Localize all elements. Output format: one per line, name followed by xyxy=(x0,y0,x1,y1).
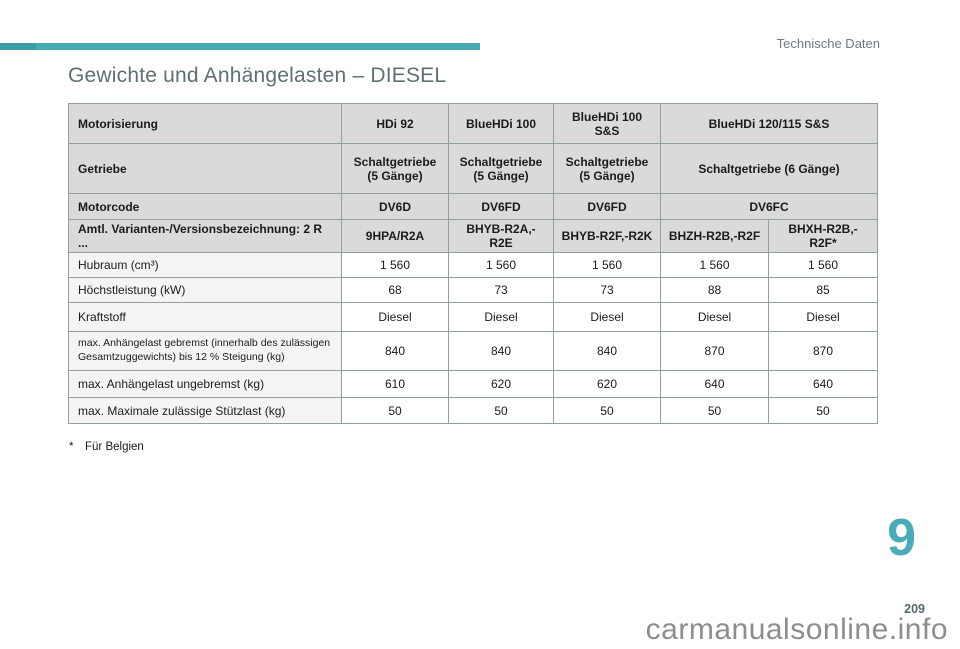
value-cell: 620 xyxy=(553,370,661,398)
value-cell: Diesel xyxy=(553,302,661,332)
value-cell: BHZH-R2B,-R2F xyxy=(660,219,769,253)
value-cell: Schaltgetriebe (5 Gänge) xyxy=(341,143,449,194)
table-row: Getriebe Schaltgetriebe (5 Gänge) Schalt… xyxy=(68,143,879,194)
value-cell: 73 xyxy=(553,277,661,303)
table-row: Amtl. Varianten-/Versionsbezeichnung: 2 … xyxy=(68,219,879,253)
value-cell: Schaltgetriebe (5 Gänge) xyxy=(553,143,661,194)
value-cell: BlueHDi 120/115 S&S xyxy=(659,103,879,144)
value-cell: 1 560 xyxy=(767,252,879,278)
value-cell: 640 xyxy=(660,370,769,398)
value-cell: Schaltgetriebe (6 Gänge) xyxy=(659,143,879,194)
value-cell: 50 xyxy=(767,397,879,424)
value-cell: Diesel xyxy=(660,302,769,332)
value-cell: 870 xyxy=(660,331,769,371)
accent-bar xyxy=(0,43,480,50)
row-label: Motorcode xyxy=(68,193,342,220)
footnote: * Für Belgien xyxy=(69,441,144,453)
row-label: Kraftstoff xyxy=(68,302,342,332)
accent-bar-cap xyxy=(0,43,36,50)
page-title: Gewichte und Anhängelasten – DIESEL xyxy=(68,64,447,87)
value-cell: 88 xyxy=(660,277,769,303)
value-cell: 840 xyxy=(341,331,449,371)
table-row: Motorcode DV6D DV6FD DV6FD DV6FC xyxy=(68,193,879,220)
footnote-text: Für Belgien xyxy=(85,441,144,453)
value-cell: 9HPA/R2A xyxy=(341,219,449,253)
spec-table: Motorisierung HDi 92 BlueHDi 100 BlueHDi… xyxy=(68,103,879,424)
value-cell: HDi 92 xyxy=(341,103,449,144)
footnote-marker: * xyxy=(69,441,74,453)
value-cell: 840 xyxy=(553,331,661,371)
value-cell: Diesel xyxy=(448,302,554,332)
value-cell: BHYB-R2A,-R2E xyxy=(448,219,554,253)
value-cell: 50 xyxy=(341,397,449,424)
table-row: max. Anhängelast gebremst (innerhalb des… xyxy=(68,331,879,371)
value-cell: 1 560 xyxy=(553,252,661,278)
value-cell: BHYB-R2F,-R2K xyxy=(553,219,661,253)
value-cell: Schaltgetriebe (5 Gänge) xyxy=(448,143,554,194)
row-label: max. Maximale zulässige Stützlast (kg) xyxy=(68,397,342,424)
value-cell: 50 xyxy=(448,397,554,424)
value-cell: BlueHDi 100 xyxy=(448,103,554,144)
value-cell: 1 560 xyxy=(341,252,449,278)
page-number: 209 xyxy=(904,602,925,616)
value-cell: DV6FD xyxy=(448,193,554,220)
row-label: Getriebe xyxy=(68,143,342,194)
value-cell: 620 xyxy=(448,370,554,398)
value-cell: Diesel xyxy=(767,302,879,332)
value-cell: 610 xyxy=(341,370,449,398)
value-cell: 68 xyxy=(341,277,449,303)
value-cell: BHXH-R2B,-R2F* xyxy=(767,219,879,253)
value-cell: DV6FD xyxy=(553,193,661,220)
value-cell: DV6D xyxy=(341,193,449,220)
section-label: Technische Daten xyxy=(776,36,880,51)
row-label: Höchstleistung (kW) xyxy=(68,277,342,303)
value-cell: 1 560 xyxy=(448,252,554,278)
value-cell: DV6FC xyxy=(659,193,879,220)
table-row: Kraftstoff Diesel Diesel Diesel Diesel D… xyxy=(68,302,879,332)
value-cell: 840 xyxy=(448,331,554,371)
value-cell: 85 xyxy=(767,277,879,303)
value-cell: 870 xyxy=(767,331,879,371)
row-label: Motorisierung xyxy=(68,103,342,144)
row-label: max. Anhängelast ungebremst (kg) xyxy=(68,370,342,398)
row-label: max. Anhängelast gebremst (innerhalb des… xyxy=(68,331,342,371)
value-cell: Diesel xyxy=(341,302,449,332)
value-cell: 50 xyxy=(660,397,769,424)
table-row: Höchstleistung (kW) 68 73 73 88 85 xyxy=(68,277,879,303)
table-row: Motorisierung HDi 92 BlueHDi 100 BlueHDi… xyxy=(68,103,879,144)
row-label: Hubraum (cm³) xyxy=(68,252,342,278)
chapter-number: 9 xyxy=(887,509,916,567)
watermark: carmanualsonline.info xyxy=(645,613,948,646)
value-cell: 1 560 xyxy=(660,252,769,278)
row-label: Amtl. Varianten-/Versionsbezeichnung: 2 … xyxy=(68,219,342,253)
table-row: Hubraum (cm³) 1 560 1 560 1 560 1 560 1 … xyxy=(68,252,879,278)
value-cell: 73 xyxy=(448,277,554,303)
value-cell: 640 xyxy=(767,370,879,398)
table-row: max. Anhängelast ungebremst (kg) 610 620… xyxy=(68,370,879,398)
table-row: max. Maximale zulässige Stützlast (kg) 5… xyxy=(68,397,879,424)
value-cell: 50 xyxy=(553,397,661,424)
value-cell: BlueHDi 100 S&S xyxy=(553,103,661,144)
